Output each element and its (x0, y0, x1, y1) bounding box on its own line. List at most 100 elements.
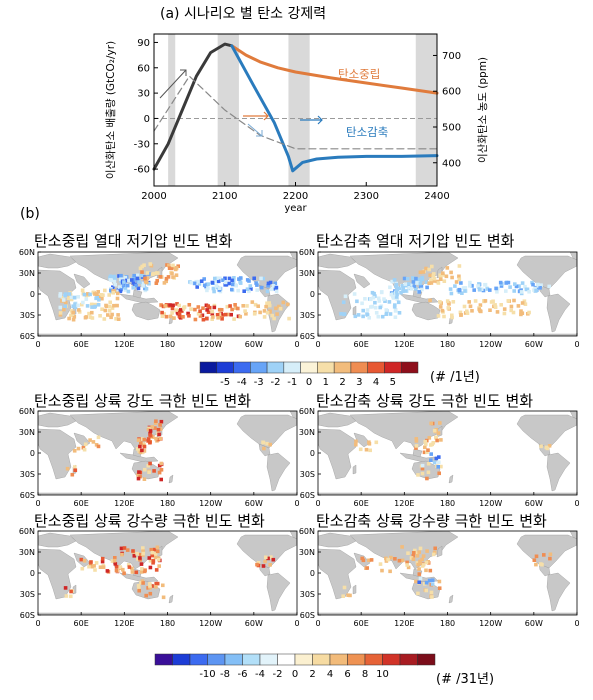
y-right-tick-label: 600 (442, 87, 461, 98)
map-grid-cells (339, 264, 551, 320)
colorbar-1-swatch (250, 361, 268, 374)
emissions-chart: 2000 2100 2200 2300 2400 year 90 60 30 0 -30 -60 700… (105, 33, 489, 214)
lon-label: 60E (74, 499, 89, 508)
lat-label: 30S (20, 590, 35, 599)
lat-label: 30N (19, 548, 35, 557)
lon-label: 120E (394, 499, 414, 508)
y-right-tick-label: 500 (442, 122, 461, 133)
lat-label: 30N (299, 428, 315, 437)
map-title-tc-neutral: 탄소중립 열대 저기압 빈도 변화 (34, 232, 233, 250)
series-line-2 (230, 44, 439, 173)
lon-label: 120W (479, 499, 502, 508)
colorbar-1-label: -5 (220, 377, 230, 388)
colorbar-1-swatch (199, 361, 218, 374)
x-tick-label: 2100 (212, 191, 237, 202)
colorbar-2-swatch (277, 653, 296, 666)
lon-label: 180 (440, 340, 455, 349)
lon-label: 120E (394, 340, 414, 349)
colorbar-2-label: -10 (199, 669, 215, 680)
lon-label: 60W (525, 340, 543, 349)
lon-label: 60E (354, 619, 369, 628)
lon-label: 180 (160, 499, 175, 508)
lat-label: 30S (20, 470, 35, 479)
legend-neutral-label: 탄소중립 (338, 67, 380, 81)
y-left-tick-label: -30 (134, 139, 150, 150)
colorbar-2-unit: (# /31년) (436, 672, 495, 687)
lat-label: 0 (310, 449, 315, 458)
lon-label: 180 (160, 340, 175, 349)
lon-label: 60E (354, 340, 369, 349)
colorbar-2-swatch (172, 653, 191, 666)
lat-label: 60N (19, 248, 35, 257)
arrow-up-icon (159, 69, 187, 99)
colorbar-1-label: -3 (254, 377, 264, 388)
series-line-0 (152, 42, 234, 171)
colorbar-1-swatch (266, 361, 285, 374)
colorbar-1-swatch (233, 361, 251, 374)
map-grid-cells (341, 545, 553, 599)
x-tick-label: 2400 (424, 191, 449, 202)
colorbar-1-swatch (350, 361, 368, 374)
lon-label: 0 (294, 340, 299, 349)
lon-label: 120E (114, 619, 134, 628)
colorbar-1-label: 4 (373, 377, 379, 388)
lon-label: 120W (199, 619, 222, 628)
lat-label: 0 (30, 290, 35, 299)
colorbar-2-swatch (364, 653, 383, 666)
y-left-axis-label: 이산화탄소 배출량 (GtCO₂/yr) (105, 41, 117, 179)
colorbar-2-swatch (224, 653, 243, 666)
series-line-3 (153, 75, 438, 150)
lat-label: 0 (30, 569, 35, 578)
lon-label: 60E (74, 619, 89, 628)
lon-label: 0 (574, 499, 579, 508)
lon-label: 120E (114, 499, 134, 508)
lat-label: 60N (299, 527, 315, 536)
lon-label: 120W (479, 619, 502, 628)
lat-label: 30N (19, 269, 35, 278)
colorbar-1-label: -2 (270, 377, 280, 388)
lon-label: 60E (354, 499, 369, 508)
lon-label: 60E (74, 340, 89, 349)
lat-label: 30S (300, 311, 315, 320)
colorbar-2-label: -2 (273, 669, 283, 680)
colorbar-1-swatch (400, 361, 419, 374)
x-tick-label: 2200 (283, 191, 308, 202)
arrow-down-icon (247, 123, 263, 137)
y-left-tick-label: 0 (144, 114, 150, 125)
panel-a-title: (a) 시나리오 별 탄소 강제력 (160, 6, 327, 22)
lon-label: 60W (525, 619, 543, 628)
lon-label: 0 (574, 340, 579, 349)
lon-label: 0 (315, 340, 320, 349)
colorbar-1-unit: (# /1년) (430, 370, 480, 385)
colorbar-2-label: 8 (362, 669, 368, 680)
lat-label: 60S (300, 611, 315, 620)
lat-label: 0 (310, 290, 315, 299)
map-title-rain-neutral: 탄소중립 상륙 강수량 극한 빈도 변화 (34, 512, 265, 530)
lat-label: 60S (300, 491, 315, 500)
x-axis-label: year (284, 203, 307, 214)
map-title-wind-reduction: 탄소감축 상륙 강도 극한 빈도 변화 (316, 392, 534, 410)
y-left-tick-label: -60 (134, 165, 150, 176)
lon-label: 0 (35, 499, 40, 508)
lon-label: 0 (315, 499, 320, 508)
lat-label: 30N (299, 269, 315, 278)
map-title-tc-reduction: 탄소감축 열대 저기압 빈도 변화 (316, 232, 515, 250)
colorbar-2: -10 -8 -6 -4 -2 0 2 4 6 8 10 (154, 653, 436, 680)
colorbar-1: -5 -4 -3 -2 -1 0 1 2 3 4 5 (199, 361, 419, 388)
colorbar-2-swatch (399, 653, 418, 666)
lat-label: 30N (299, 548, 315, 557)
lat-label: 0 (310, 569, 315, 578)
colorbar-1-swatch (317, 361, 335, 374)
lat-label: 60S (20, 332, 35, 341)
x-tick-label: 2000 (141, 191, 166, 202)
map-grid-cells (65, 419, 272, 482)
colorbar-2-swatch (242, 653, 261, 666)
lon-label: 0 (315, 619, 320, 628)
colorbar-2-swatch (189, 653, 208, 666)
arrow-right-reduction-icon (300, 115, 323, 125)
colorbar-1-swatch (216, 361, 234, 374)
lon-label: 60W (245, 340, 263, 349)
colorbar-1-swatch (283, 361, 301, 374)
